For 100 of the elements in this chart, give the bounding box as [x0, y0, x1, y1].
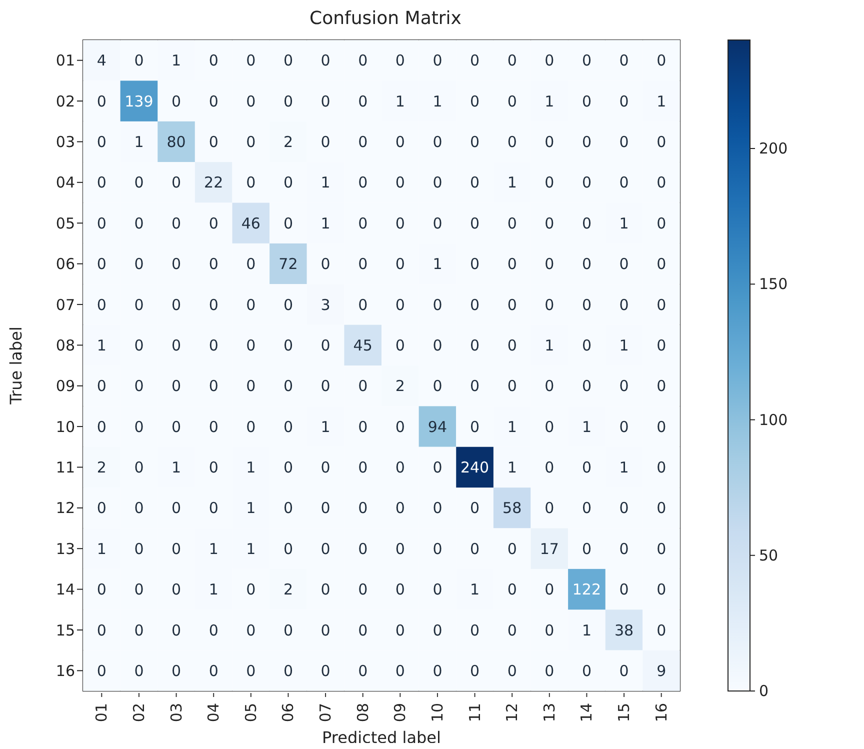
data-label: 0 [246, 418, 256, 436]
data-label: 0 [395, 336, 405, 354]
data-label: 0 [619, 580, 629, 599]
data-label: 0 [172, 336, 182, 354]
data-label: 0 [656, 133, 666, 152]
y-tick-label: 06 [56, 255, 75, 274]
x-tick-label: 09 [391, 703, 410, 722]
data-label: 0 [172, 621, 182, 640]
data-label: 0 [619, 92, 629, 110]
y-tick-label: 05 [56, 214, 75, 232]
data-label: 0 [358, 458, 368, 477]
data-label: 0 [358, 296, 368, 314]
data-label: 0 [320, 662, 330, 680]
data-label: 0 [544, 499, 554, 518]
data-label: 0 [283, 621, 293, 640]
data-label: 1 [246, 499, 256, 518]
data-label: 1 [507, 458, 517, 477]
data-label: 0 [619, 662, 629, 680]
data-label: 0 [172, 580, 182, 599]
data-label: 0 [470, 92, 480, 110]
data-label: 0 [395, 255, 405, 274]
data-label: 0 [134, 52, 144, 70]
data-label: 0 [358, 662, 368, 680]
data-label: 1 [619, 214, 629, 232]
data-label: 0 [96, 580, 106, 599]
data-label: 0 [283, 662, 293, 680]
data-label: 0 [172, 174, 182, 192]
data-label: 0 [358, 418, 368, 436]
data-label: 0 [172, 92, 182, 110]
data-label: 0 [208, 52, 218, 70]
data-label: 0 [544, 621, 554, 640]
data-label: 0 [582, 540, 592, 558]
data-label: 0 [507, 377, 517, 396]
data-label: 0 [619, 133, 629, 152]
data-label: 9 [656, 662, 666, 680]
data-label: 0 [507, 133, 517, 152]
data-label: 0 [172, 418, 182, 436]
data-label: 2 [283, 580, 293, 599]
y-tick-label: 02 [56, 92, 75, 110]
data-label: 0 [134, 377, 144, 396]
y-tick-label: 12 [56, 499, 75, 518]
data-label: 0 [470, 296, 480, 314]
data-label: 0 [432, 133, 442, 152]
data-label: 0 [172, 214, 182, 232]
data-label: 0 [395, 621, 405, 640]
data-label: 0 [507, 52, 517, 70]
data-label: 0 [246, 255, 256, 274]
data-label: 0 [582, 336, 592, 354]
data-label: 0 [544, 214, 554, 232]
data-label: 0 [395, 174, 405, 192]
y-tick-label: 11 [56, 458, 75, 477]
data-label: 0 [96, 418, 106, 436]
x-tick-label: 02 [130, 703, 148, 722]
data-label: 0 [619, 499, 629, 518]
data-label: 0 [432, 377, 442, 396]
data-label: 0 [470, 214, 480, 232]
data-label: 0 [619, 174, 629, 192]
data-label: 0 [656, 296, 666, 314]
data-label: 1 [507, 174, 517, 192]
data-label: 1 [172, 52, 182, 70]
data-label: 2 [96, 458, 106, 477]
data-label: 0 [544, 458, 554, 477]
data-label: 0 [246, 621, 256, 640]
color-bar-label: 100 [759, 410, 788, 429]
data-label: 0 [134, 418, 144, 436]
data-label: 0 [208, 133, 218, 152]
data-label: 0 [134, 540, 144, 558]
data-label: 0 [395, 133, 405, 152]
data-label: 0 [320, 92, 330, 110]
data-label: 1 [507, 418, 517, 436]
data-label: 0 [358, 174, 368, 192]
data-label: 0 [544, 377, 554, 396]
data-label: 0 [358, 580, 368, 599]
data-label: 1 [134, 133, 144, 152]
y-tick-label: 15 [56, 621, 75, 640]
data-label: 0 [470, 336, 480, 354]
x-tick-label: 06 [279, 703, 298, 722]
y-tick-label: 14 [56, 580, 75, 599]
y-tick-label: 07 [56, 296, 75, 314]
data-label: 2 [283, 133, 293, 152]
data-label: 0 [283, 296, 293, 314]
data-label: 0 [507, 296, 517, 314]
data-label: 2 [395, 377, 405, 396]
data-label: 0 [283, 52, 293, 70]
data-label: 0 [470, 133, 480, 152]
data-label: 139 [124, 92, 154, 110]
data-label: 0 [619, 540, 629, 558]
data-label: 0 [134, 174, 144, 192]
data-label: 1 [246, 458, 256, 477]
data-label: 22 [204, 174, 224, 192]
data-label: 0 [395, 580, 405, 599]
data-label: 0 [432, 540, 442, 558]
data-label: 0 [656, 377, 666, 396]
data-label: 0 [134, 214, 144, 232]
data-label: 0 [283, 174, 293, 192]
color-bar-label: 50 [759, 546, 778, 564]
data-label: 1 [172, 458, 182, 477]
data-label: 0 [656, 499, 666, 518]
data-label: 0 [358, 255, 368, 274]
x-tick-label: 12 [503, 703, 522, 722]
